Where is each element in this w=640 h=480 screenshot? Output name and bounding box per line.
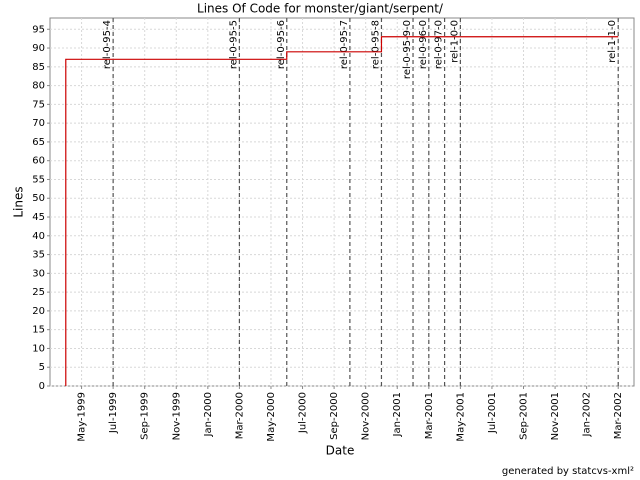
x-tick-label: Nov-1999	[171, 392, 182, 440]
y-tick-label: 5	[39, 362, 45, 373]
x-tick-label: Jan-2002	[582, 392, 593, 437]
y-tick-label: 35	[32, 250, 45, 261]
x-tick-label: Jan-2001	[392, 392, 403, 437]
y-tick-label: 70	[32, 118, 45, 129]
y-tick-label: 45	[32, 212, 45, 223]
x-tick-label: May-2000	[266, 392, 277, 442]
x-tick-label: Jul-2000	[298, 392, 309, 434]
y-axis-title: Lines	[12, 186, 26, 217]
x-tick-label: Sep-1999	[140, 392, 151, 440]
release-label: rel-0-96-0	[418, 20, 429, 69]
plot-area	[49, 17, 635, 387]
release-label: rel-1-1-0	[607, 20, 618, 63]
footer: generated by statcvs-xml²	[502, 466, 634, 477]
y-tick-label: 95	[32, 24, 45, 35]
release-label: rel-0-95-5	[228, 20, 239, 69]
y-tick-label: 75	[32, 99, 45, 110]
x-tick-label: Mar-2000	[234, 392, 245, 439]
y-tick-label: 40	[32, 231, 45, 242]
y-tick-label: 50	[32, 193, 45, 204]
y-tick-label: 30	[32, 268, 45, 279]
x-tick-label: Sep-2001	[519, 392, 530, 440]
y-tick-label: 20	[32, 306, 45, 317]
release-label: rel-0-95-8	[370, 20, 381, 69]
y-tick-label: 15	[32, 325, 45, 336]
x-tick-label: Jul-2001	[487, 392, 498, 434]
chart-title: Lines Of Code for monster/giant/serpent/	[197, 2, 444, 16]
x-tick-label: Nov-2001	[550, 392, 561, 440]
y-tick-label: 0	[39, 381, 45, 392]
x-tick-label: Sep-2000	[329, 392, 340, 440]
y-tick-label: 65	[32, 137, 45, 148]
y-tick-label: 85	[32, 62, 45, 73]
x-tick-label: May-1999	[77, 392, 88, 442]
release-label: rel-0-95-6	[276, 20, 287, 69]
x-tick-label: Mar-2001	[424, 392, 435, 439]
release-label: rel-0-95-7	[339, 20, 350, 69]
release-label: rel-0-95-9-0	[402, 20, 413, 79]
x-tick-label: Jul-1999	[108, 392, 119, 434]
release-label: rel-0-97-0	[434, 20, 445, 69]
y-tick-label: 60	[32, 156, 45, 167]
release-label: rel-0-95-4	[102, 20, 113, 69]
y-tick-label: 80	[32, 81, 45, 92]
y-tick-label: 90	[32, 43, 45, 54]
y-tick-label: 55	[32, 174, 45, 185]
x-tick-label: May-2001	[455, 392, 466, 442]
data-line	[65, 36, 619, 386]
x-axis-title: Date	[326, 444, 355, 458]
release-label: rel-1-0-0	[449, 20, 460, 63]
x-tick-label: Jan-2000	[203, 392, 214, 437]
y-tick-label: 25	[32, 287, 45, 298]
x-tick-label: Mar-2002	[613, 392, 624, 439]
x-tick-label: Nov-2000	[361, 392, 372, 440]
y-tick-label: 10	[32, 343, 45, 354]
